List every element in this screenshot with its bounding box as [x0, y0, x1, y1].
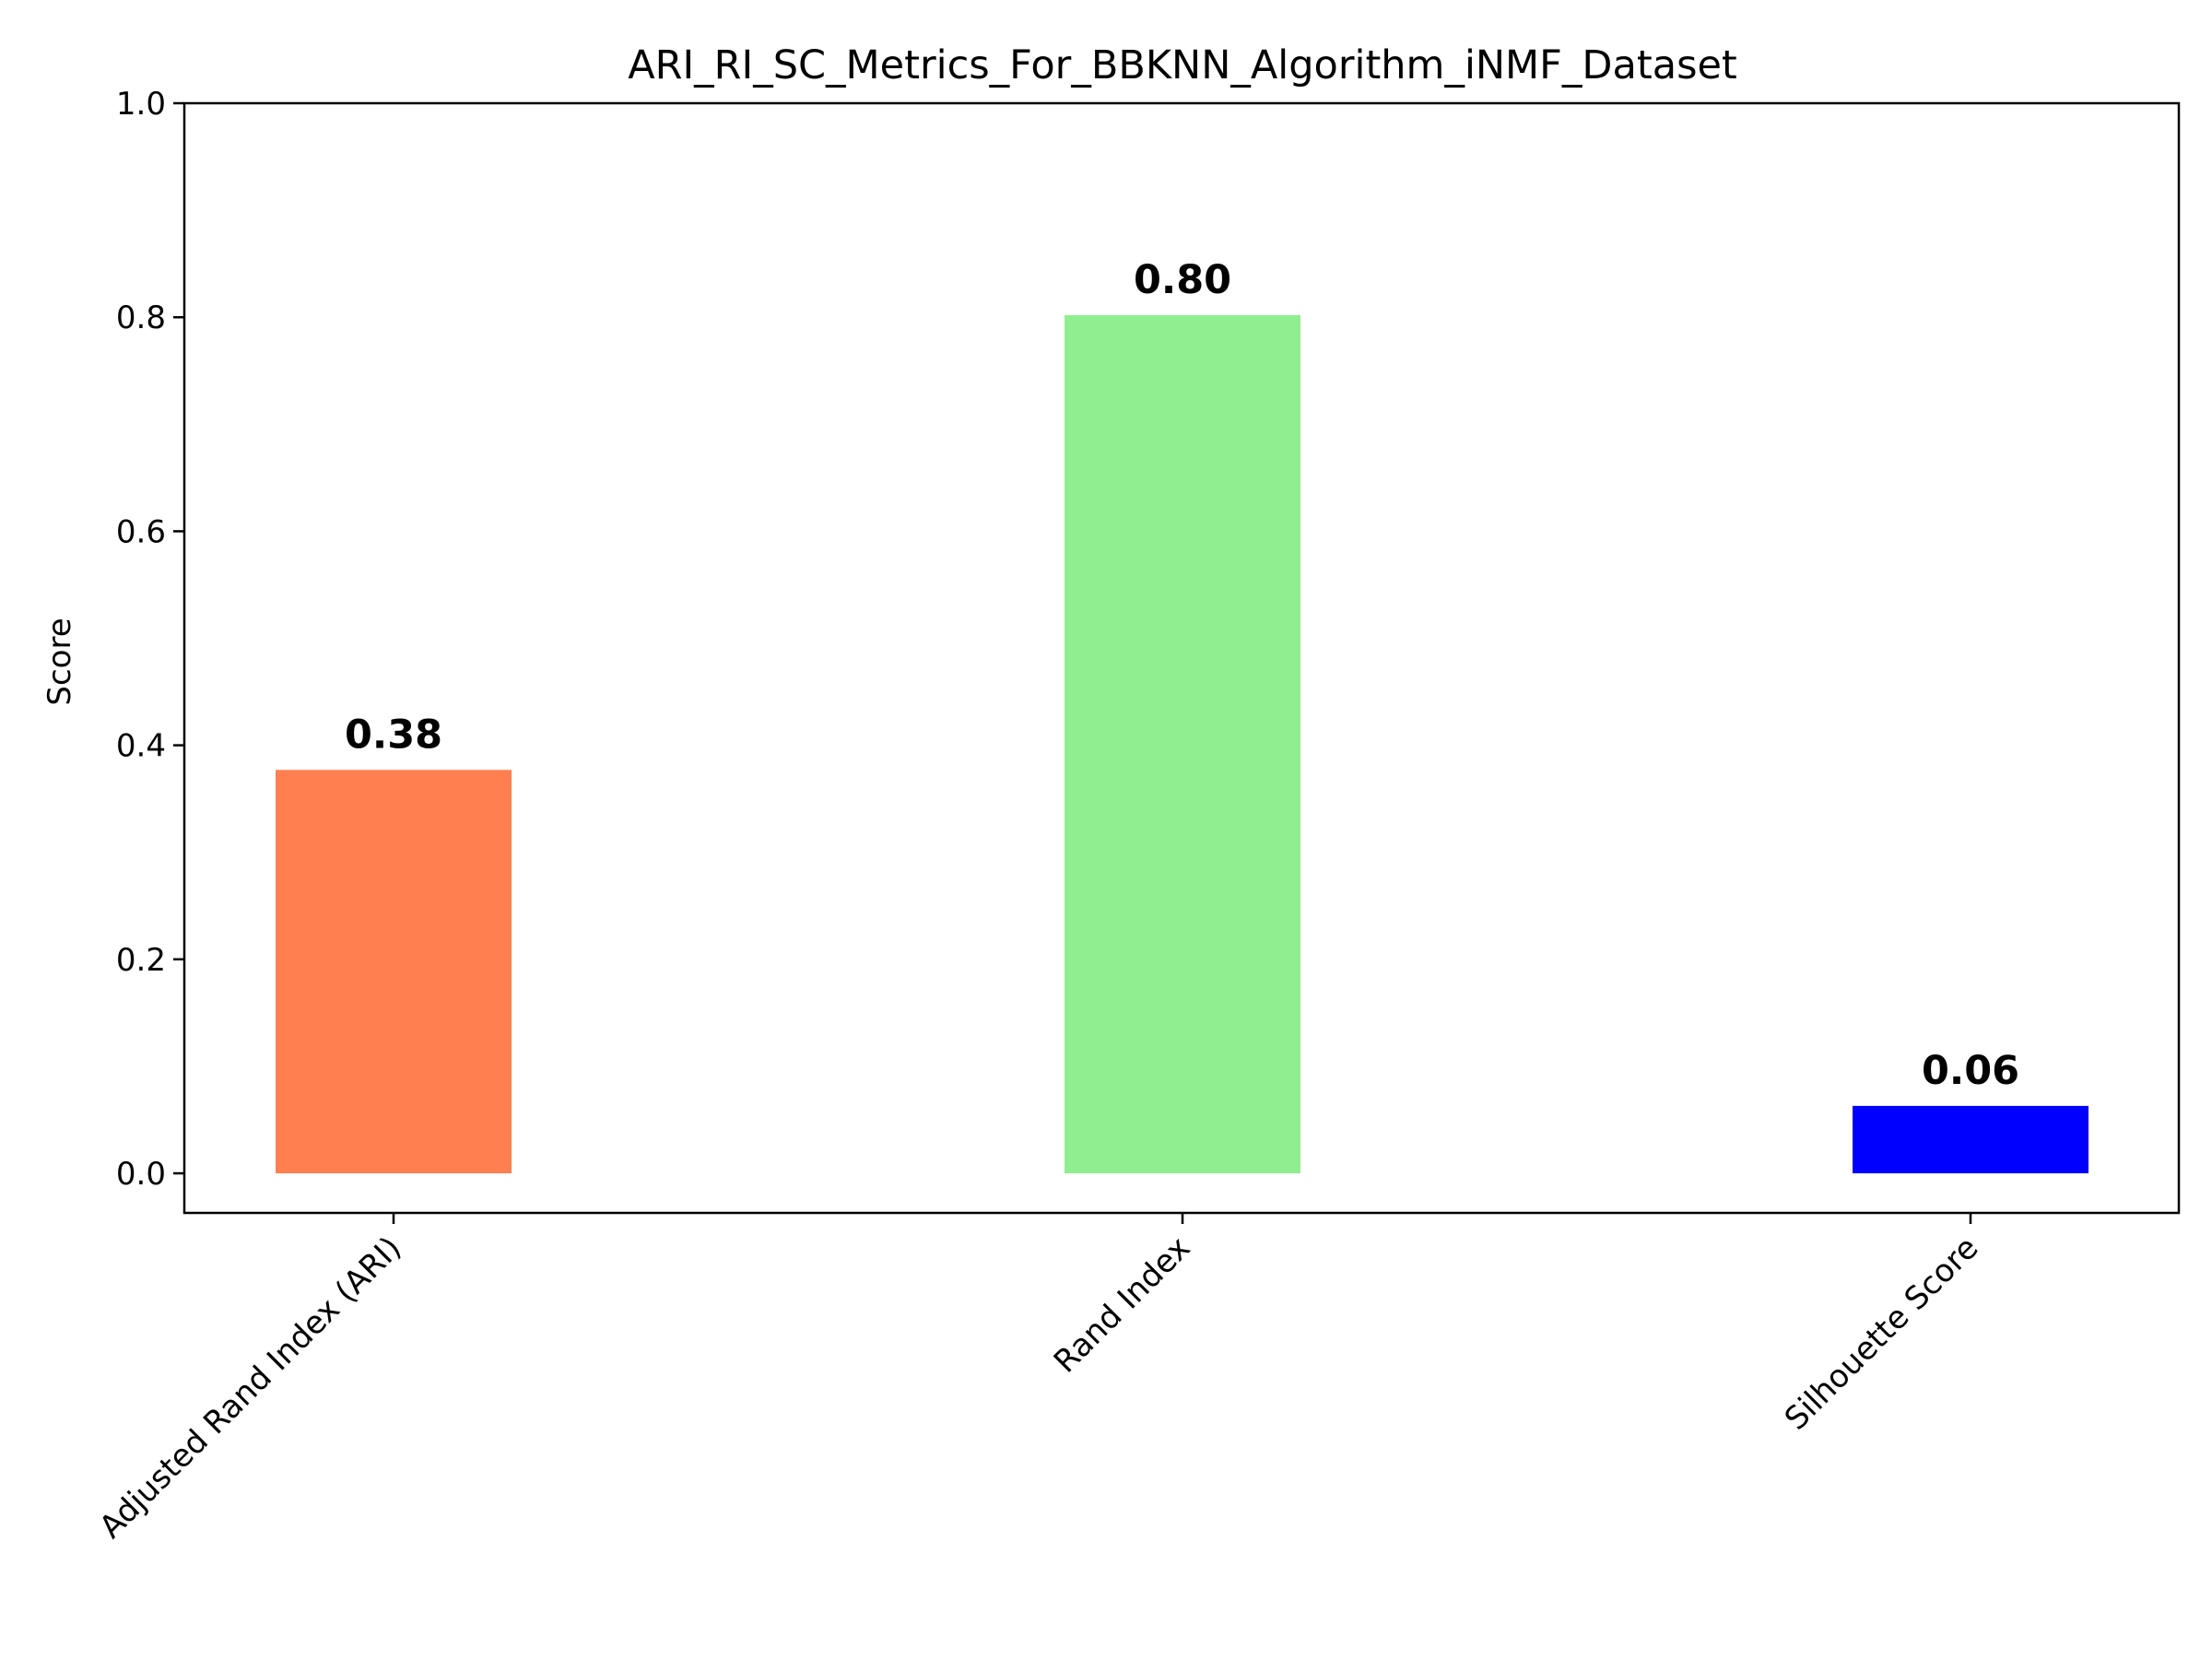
bar [1065, 314, 1300, 1174]
x-tick-label: Adjusted Rand Index (ARI) [92, 1230, 408, 1546]
y-tick-label: 1.0 [116, 86, 166, 123]
x-tick-label: Rand Index [1047, 1230, 1198, 1381]
y-tick-label: 0.0 [116, 1156, 166, 1193]
y-tick-label: 0.2 [116, 942, 166, 979]
data-label: 0.38 [345, 712, 442, 758]
y-tick-label: 0.6 [116, 513, 166, 550]
x-tick-label: Silhouette Score [1778, 1230, 1986, 1438]
bar [1853, 1105, 2088, 1174]
bars-group: 0.38 0.80 0.06 [276, 257, 2088, 1174]
y-axis-label: Score [41, 618, 78, 705]
data-label: 0.06 [1922, 1048, 2019, 1094]
data-label: 0.80 [1134, 257, 1231, 303]
chart-title: ARI_RI_SC_Metrics_For_BBKNN_Algorithm_iN… [628, 42, 1737, 88]
bar [276, 770, 512, 1174]
y-tick-label: 0.8 [116, 300, 166, 336]
y-tick-label: 0.4 [116, 728, 166, 765]
